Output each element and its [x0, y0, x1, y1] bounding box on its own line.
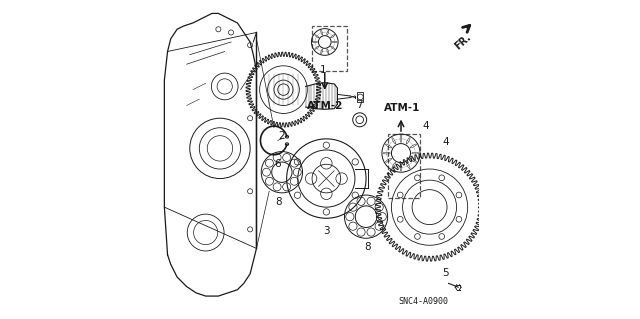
- Text: FR.: FR.: [453, 33, 473, 52]
- Bar: [358, 92, 363, 102]
- Text: ATM-2: ATM-2: [307, 101, 343, 111]
- Text: ATM-1: ATM-1: [385, 103, 420, 114]
- Text: 5: 5: [442, 268, 449, 278]
- Text: 4: 4: [422, 121, 429, 131]
- Text: 6: 6: [274, 159, 280, 169]
- Bar: [388, 134, 420, 197]
- Text: 7: 7: [356, 100, 363, 110]
- Text: 3: 3: [323, 226, 330, 236]
- Text: 8: 8: [364, 242, 371, 252]
- Text: 2: 2: [278, 131, 285, 141]
- Text: 8: 8: [275, 197, 282, 207]
- Text: 4: 4: [442, 137, 449, 147]
- Text: 1: 1: [320, 65, 326, 75]
- Bar: [312, 26, 347, 70]
- Text: SNC4-A0900: SNC4-A0900: [398, 297, 448, 306]
